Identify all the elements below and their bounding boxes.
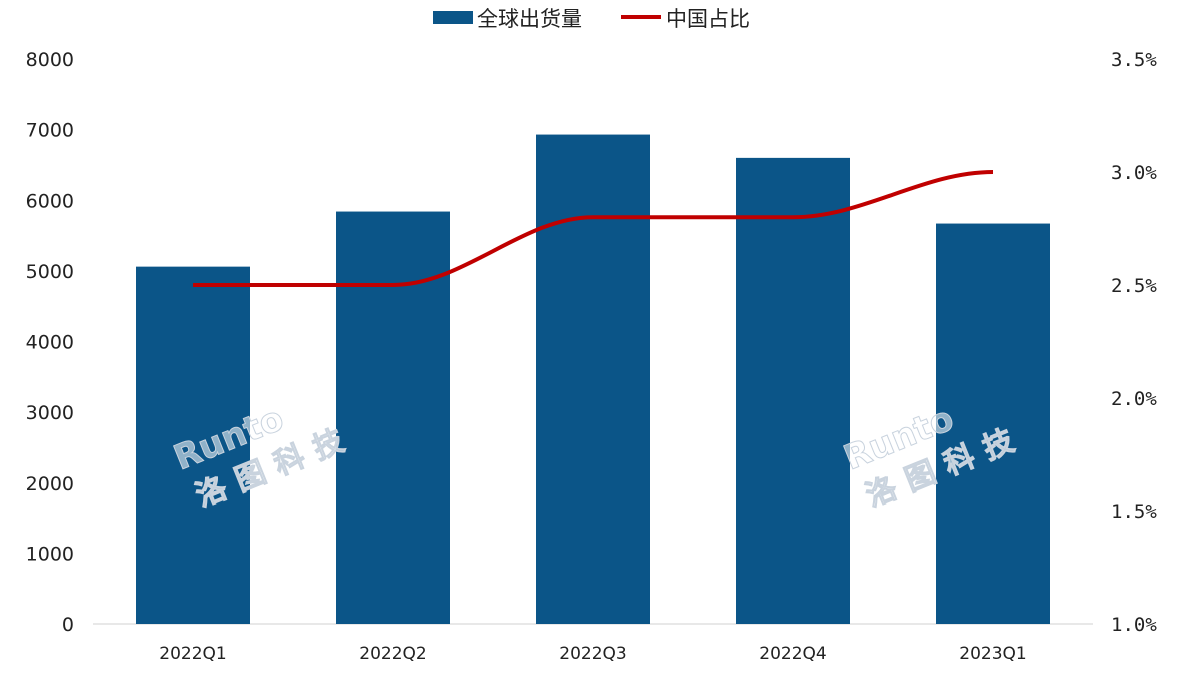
legend: 全球出货量 中国占比 — [433, 7, 750, 31]
x-tick-label: 2022Q1 — [159, 644, 226, 664]
y-left-tick-label: 4000 — [26, 332, 74, 354]
bar-2022Q1 — [136, 266, 250, 624]
x-tick-label: 2022Q4 — [759, 644, 826, 664]
y-right-tick-label: 2.5% — [1111, 275, 1157, 297]
y-left-tick-label: 0 — [62, 614, 74, 636]
x-tick-label: 2022Q3 — [559, 644, 626, 664]
line-series — [192, 170, 994, 288]
y-left-tick-label: 6000 — [26, 190, 74, 212]
y-left-tick-label: 8000 — [26, 49, 74, 71]
bar-2022Q2 — [336, 211, 450, 625]
x-tick-label: 2022Q2 — [359, 644, 426, 664]
y-right-tick-label: 1.0% — [1111, 614, 1157, 636]
legend-swatch-bar — [433, 11, 473, 24]
bar-2023Q1 — [936, 223, 1050, 624]
y-left-tick-label: 2000 — [26, 473, 74, 495]
y-right-tick-label: 2.0% — [1111, 388, 1157, 410]
y-right-tick-label: 3.5% — [1111, 49, 1157, 71]
y-left-tick-label: 1000 — [26, 543, 74, 565]
line-series-path — [193, 170, 994, 288]
bar-2022Q4 — [736, 157, 850, 624]
axes: 0 1000 2000 3000 4000 5000 6000 7000 8000 1.0% 1.5… — [26, 49, 1158, 664]
bar-2022Q3 — [536, 134, 650, 624]
y-left-tick-label: 5000 — [26, 261, 74, 283]
y-left-tick-label: 3000 — [26, 402, 74, 424]
legend-label-line: 中国占比 — [666, 7, 750, 31]
y-right-tick-label: 1.5% — [1111, 501, 1157, 523]
bars — [136, 134, 1050, 625]
y-right-tick-label: 3.0% — [1111, 162, 1157, 184]
legend-label-bar: 全球出货量 — [477, 7, 582, 31]
y-left-tick-label: 7000 — [26, 120, 74, 142]
x-tick-label: 2023Q1 — [959, 644, 1026, 664]
